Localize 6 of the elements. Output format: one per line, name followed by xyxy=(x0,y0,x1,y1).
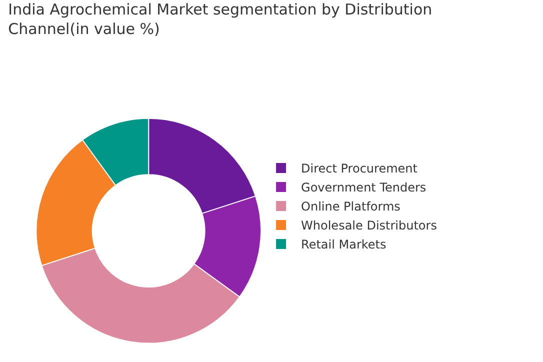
chart-title: India Agrochemical Market segmentation by Distribution Channel(in value %) xyxy=(8,0,432,38)
legend-label: Direct Procurement xyxy=(301,162,418,176)
legend-label: Retail Markets xyxy=(301,238,386,252)
legend-label: Government Tenders xyxy=(301,180,426,195)
legend-label: Wholesale Distributors xyxy=(301,218,437,233)
legend-label: Online Platforms xyxy=(301,200,400,214)
